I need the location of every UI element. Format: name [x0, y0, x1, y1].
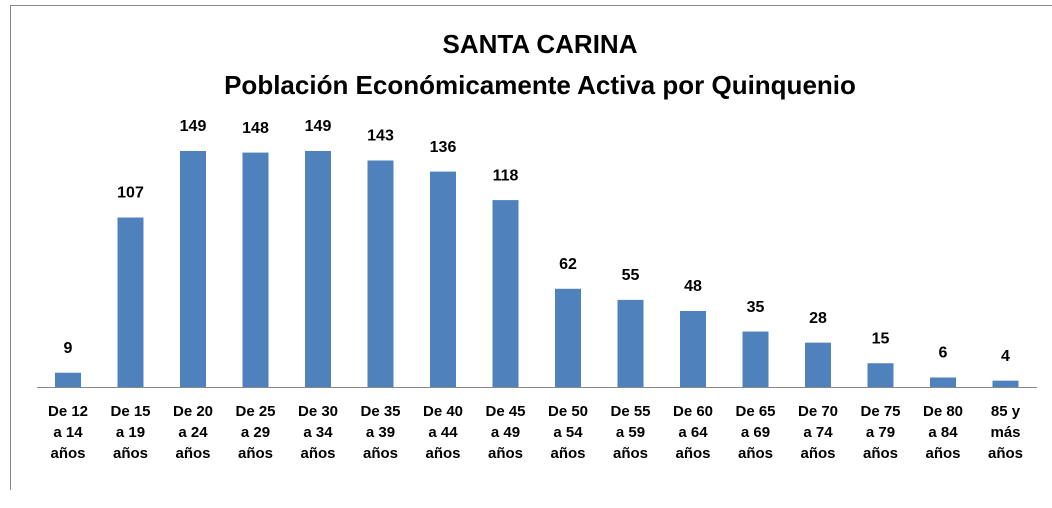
x-tick-label: a 44	[428, 424, 458, 441]
x-tick-label: a 84	[928, 424, 958, 441]
x-tick-label: De 20	[173, 403, 213, 420]
data-label: 149	[305, 118, 332, 135]
x-tick-label: años	[238, 445, 273, 462]
x-tick-label: De 55	[610, 403, 650, 420]
bar	[430, 171, 456, 387]
bar	[117, 217, 144, 387]
x-tick-label: años	[425, 445, 460, 462]
data-label: 6	[939, 345, 948, 362]
x-tick-label: De 75	[860, 403, 900, 420]
bar	[742, 331, 769, 387]
x-tick-label: De 70	[798, 403, 838, 420]
bar	[992, 380, 1019, 387]
x-tick-label: años	[800, 445, 835, 462]
x-tick-label: De 65	[735, 403, 775, 420]
x-tick-label: De 45	[485, 403, 525, 420]
x-tick-label: años	[113, 445, 148, 462]
x-tick-label: a 54	[553, 424, 583, 441]
bar	[367, 160, 394, 387]
bar	[55, 372, 81, 387]
x-tick-label: a 79	[866, 424, 895, 441]
x-tick-label: años	[675, 445, 710, 462]
x-tick-label: De 25	[235, 403, 275, 420]
bar	[242, 152, 269, 387]
x-tick-label: a 49	[491, 424, 520, 441]
x-tick-label: a 59	[616, 424, 645, 441]
x-tick-label: a 69	[741, 424, 770, 441]
x-tick-label: años	[488, 445, 523, 462]
data-label: 136	[430, 139, 457, 156]
x-tick-label: 85 y	[991, 403, 1021, 420]
data-label: 28	[809, 310, 827, 327]
x-tick-label: a 64	[678, 424, 708, 441]
x-tick-label: a 34	[303, 424, 333, 441]
x-tick-label: años	[988, 445, 1023, 462]
x-tick-label: a 19	[116, 424, 145, 441]
data-label: 62	[559, 256, 577, 273]
x-tick-label: a 14	[53, 424, 83, 441]
data-label: 4	[1001, 348, 1010, 365]
x-tick-label: más	[990, 424, 1020, 441]
data-label: 55	[622, 267, 640, 284]
data-label: 15	[872, 330, 890, 347]
x-tick-label: De 35	[360, 403, 400, 420]
chart-title: SANTA CARINA	[443, 29, 638, 59]
x-tick-label: a 29	[241, 424, 270, 441]
data-label: 149	[180, 118, 207, 135]
x-tick-label: años	[863, 445, 898, 462]
chart-subtitle: Población Económicamente Activa por Quin…	[224, 70, 856, 100]
data-label: 107	[117, 185, 144, 202]
bar	[555, 288, 581, 387]
bar	[867, 363, 894, 387]
x-tick-label: a 24	[178, 424, 208, 441]
x-tick-label: De 12	[48, 403, 88, 420]
bar	[617, 299, 644, 387]
x-tick-label: años	[300, 445, 335, 462]
bar	[492, 200, 519, 387]
x-tick-label: años	[925, 445, 960, 462]
x-tick-label: años	[550, 445, 585, 462]
x-tick-label: De 40	[423, 403, 463, 420]
data-label: 118	[493, 167, 519, 184]
bar	[680, 310, 706, 387]
data-label: 35	[747, 299, 765, 316]
x-tick-label: a 74	[803, 424, 833, 441]
x-tick-label: De 60	[673, 403, 713, 420]
data-label: 148	[242, 120, 269, 137]
x-tick-label: De 80	[923, 403, 963, 420]
x-tick-label: años	[738, 445, 773, 462]
x-tick-label: a 39	[366, 424, 395, 441]
x-tick-label: años	[175, 445, 210, 462]
bar	[305, 151, 331, 387]
x-tick-label: De 15	[110, 403, 150, 420]
data-label: 143	[367, 128, 394, 145]
bar	[930, 377, 956, 387]
data-label: 48	[684, 278, 702, 295]
x-tick-label: De 50	[548, 403, 588, 420]
x-tick-label: años	[363, 445, 398, 462]
x-tick-label: años	[613, 445, 648, 462]
bar	[805, 342, 831, 387]
x-tick-label: años	[50, 445, 85, 462]
x-tick-label: De 30	[298, 403, 338, 420]
data-label: 9	[64, 340, 73, 357]
bar	[180, 151, 206, 387]
